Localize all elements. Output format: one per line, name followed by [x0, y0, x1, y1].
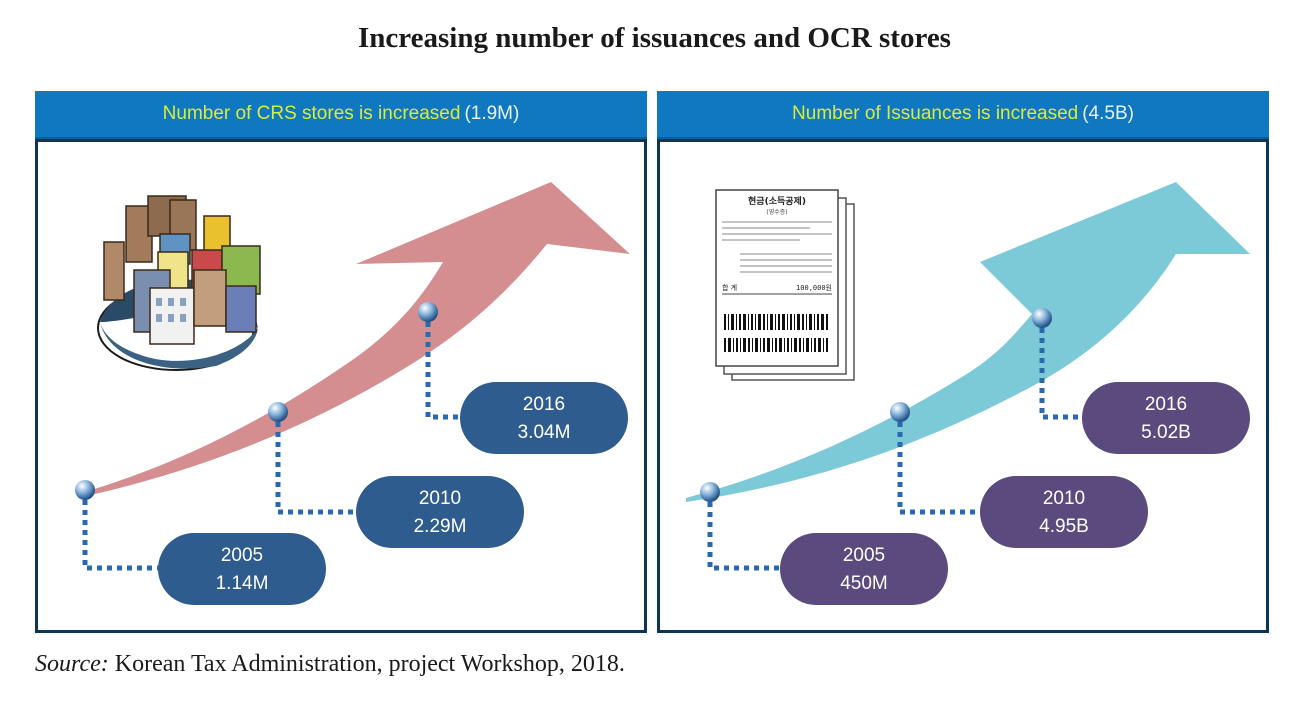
panel-header-crs: Number of CRS stores is increased (1.9M) [35, 91, 647, 139]
receipt-subtitle: (영수증) [766, 208, 787, 216]
panel-body-issuances: 현금(소득공제) (영수증) 합 계 100,000원 [657, 139, 1269, 633]
milestone-value: 5.02B [1141, 422, 1191, 443]
milestone-pill-2010: 2010 2.29M [356, 476, 524, 548]
source-text: Korean Tax Administration, project Works… [114, 651, 625, 677]
milestone-pill-2010: 2010 4.95B [980, 476, 1148, 548]
milestone-dot-2016 [418, 302, 438, 322]
milestone-year: 2016 [523, 394, 565, 415]
receipt-total-value: 100,000원 [796, 283, 832, 292]
milestone-dot-2005 [700, 482, 720, 502]
milestone-year: 2010 [419, 488, 461, 509]
milestone-dot-2010 [268, 402, 288, 422]
milestone-value: 2.29M [414, 516, 467, 537]
header-total: (4.5B) [1082, 103, 1134, 124]
growth-diagram-crs: 2005 1.14M 2010 2.29M 2016 3.04M [75, 182, 630, 605]
header-label: Number of Issuances is increased [792, 103, 1079, 124]
milestone-pill-2016: 2016 3.04M [460, 382, 628, 454]
receipt-icon: 현금(소득공제) (영수증) 합 계 100,000원 [715, 189, 855, 381]
milestone-dot-2005 [75, 480, 95, 500]
source-citation: Source: Korean Tax Administration, proje… [35, 651, 625, 678]
milestone-value: 1.14M [216, 573, 269, 594]
panel-issuances: Number of Issuances is increased (4.5B) … [657, 91, 1269, 633]
milestone-year: 2005 [843, 545, 885, 566]
page-title: Increasing number of issuances and OCR s… [358, 22, 951, 54]
header-label: Number of CRS stores is increased [162, 103, 461, 124]
milestone-dot-2010 [890, 402, 910, 422]
city-buildings-icon [97, 195, 261, 371]
milestone-value: 4.95B [1039, 516, 1089, 537]
milestone-pill-2005: 2005 450M [780, 533, 948, 605]
receipt-title: 현금(소득공제) [748, 195, 806, 207]
connector-lines [707, 328, 1082, 571]
milestone-value: 3.04M [518, 422, 571, 443]
connector-lines [82, 322, 460, 571]
growth-arrow [78, 182, 630, 498]
growth-arrow [686, 182, 1250, 502]
header-total: (1.9M) [464, 103, 520, 124]
growth-diagram-issuances: 현금(소득공제) (영수증) 합 계 100,000원 [686, 182, 1250, 605]
milestone-year: 2016 [1145, 394, 1187, 415]
source-label: Source: [35, 651, 109, 677]
milestone-year: 2005 [221, 545, 263, 566]
milestone-dot-2016 [1032, 308, 1052, 328]
panel-header-issuances: Number of Issuances is increased (4.5B) [657, 91, 1269, 139]
panel-crs-stores: Number of CRS stores is increased (1.9M) [35, 91, 647, 633]
milestone-pill-2005: 2005 1.14M [158, 533, 326, 605]
milestone-year: 2010 [1043, 488, 1085, 509]
milestone-value: 450M [840, 573, 888, 594]
milestone-pill-2016: 2016 5.02B [1082, 382, 1250, 454]
panel-body-crs: 2005 1.14M 2010 2.29M 2016 3.04M [35, 139, 647, 633]
receipt-total-label: 합 계 [722, 283, 737, 292]
